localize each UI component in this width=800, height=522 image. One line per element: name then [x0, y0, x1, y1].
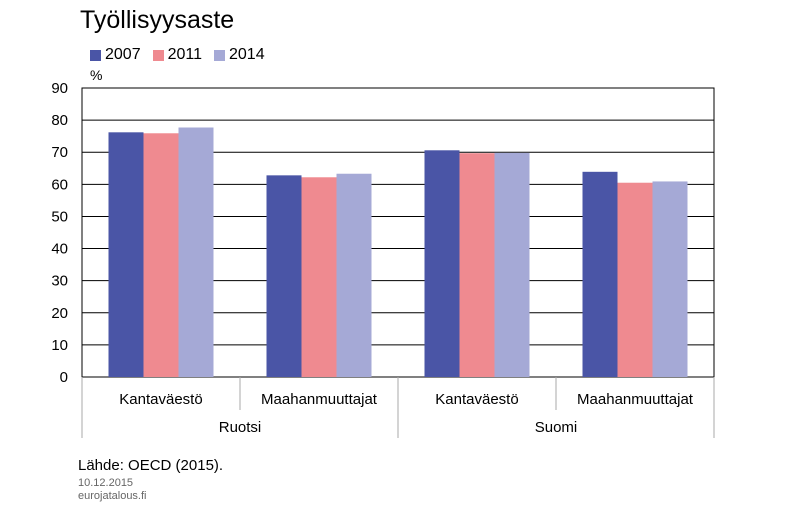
legend-label: 2011	[167, 46, 202, 63]
bar-2014-1	[336, 173, 372, 377]
legend-item-2007: 2007	[90, 46, 141, 64]
x-tick-label: Kantaväestö	[435, 391, 518, 408]
bar-2007-2	[424, 150, 460, 377]
legend: 2007 2011 2014	[90, 46, 265, 64]
bar-2011-2	[459, 153, 495, 377]
y-tick-label: 20	[51, 305, 68, 322]
legend-item-2011: 2011	[152, 46, 202, 64]
group-label: Ruotsi	[219, 419, 262, 436]
y-tick-label: 90	[51, 80, 68, 97]
y-tick-label: 80	[51, 112, 68, 129]
bar-2011-3	[617, 182, 653, 377]
group-label: Suomi	[535, 419, 578, 436]
bar-2007-3	[582, 171, 618, 377]
y-tick-label: 30	[51, 273, 68, 290]
y-tick-label: 40	[51, 241, 68, 258]
site-note: eurojatalous.fi	[78, 490, 147, 502]
legend-swatch	[90, 49, 101, 61]
bar-2014-0	[178, 127, 214, 377]
date-note: 10.12.2015	[78, 477, 134, 489]
x-tick-label: Maahanmuuttajat	[577, 391, 694, 408]
x-tick-label: Maahanmuuttajat	[261, 391, 378, 408]
bar-2011-0	[143, 133, 179, 377]
bar-2007-1	[266, 175, 302, 377]
bar-2014-2	[494, 152, 530, 377]
x-tick-label: Kantaväestö	[119, 391, 202, 408]
y-tick-label: 50	[51, 208, 68, 225]
source-note: Lähde: OECD (2015).	[78, 457, 224, 474]
legend-swatch	[152, 49, 164, 61]
y-tick-label: 60	[51, 176, 68, 193]
y-tick-label: 0	[60, 369, 68, 386]
y-axis-label: %	[90, 67, 102, 83]
legend-label: 2014	[229, 46, 265, 63]
legend-item-2014: 2014	[214, 46, 265, 64]
y-tick-label: 70	[51, 144, 68, 161]
chart-title: Työllisyysaste	[80, 6, 235, 34]
y-tick-label: 10	[51, 337, 68, 354]
legend-label: 2007	[105, 46, 141, 63]
bar-2007-0	[108, 132, 144, 377]
legend-swatch	[214, 49, 225, 61]
bar-2011-1	[301, 177, 337, 377]
bar-2014-3	[652, 181, 688, 377]
